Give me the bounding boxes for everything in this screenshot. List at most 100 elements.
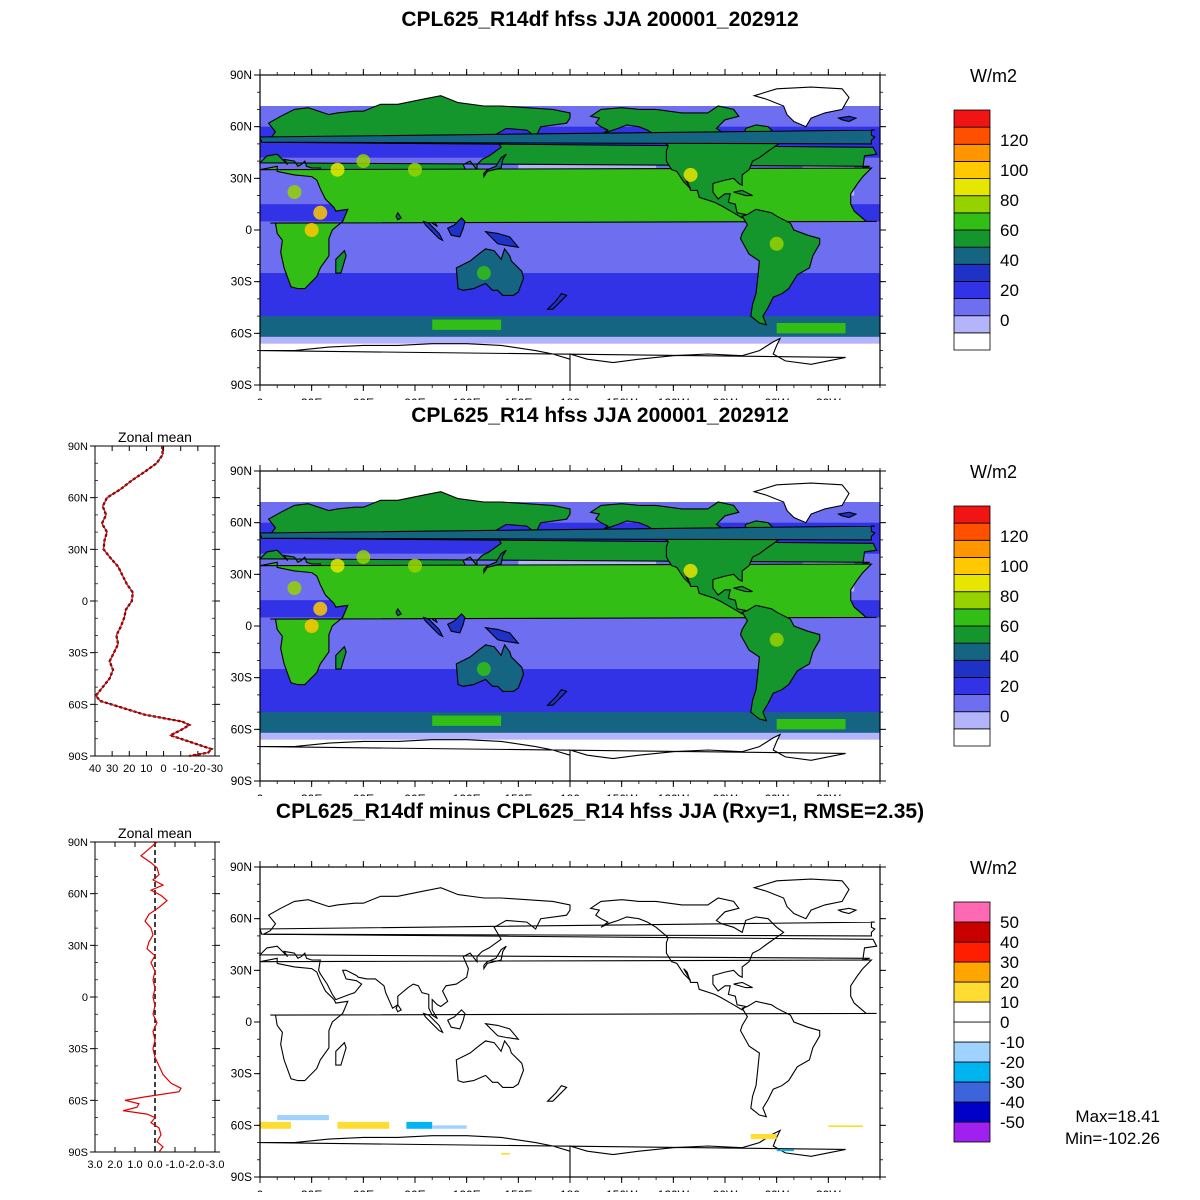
land-nz [546, 689, 568, 706]
land-sumatra [422, 220, 444, 242]
zonal-x-label: 1.0 [127, 1159, 142, 1171]
colorbar-label: 0 [1000, 311, 1009, 330]
colorbar-label: 60 [1000, 617, 1019, 636]
colorbar-label: -30 [1000, 1073, 1025, 1092]
land-southAmerica [739, 604, 821, 722]
heat-hotspot [287, 581, 302, 596]
colorbar-box [953, 901, 991, 923]
zonal-lat-label: 90S [68, 1147, 88, 1159]
lon-label: 60W [764, 792, 789, 796]
colorbar-box [953, 161, 991, 179]
lon-label: 60E [353, 396, 374, 400]
zonal-x-label: 0 [161, 763, 167, 775]
sea-ice-band [260, 732, 880, 740]
lon-label: 30E [301, 396, 322, 400]
colorbar-box [953, 981, 991, 1003]
land-borneo [446, 217, 466, 238]
lon-label: 0 [257, 396, 264, 400]
lon-label: 60E [353, 1188, 374, 1192]
colorbar-label: -10 [1000, 1033, 1025, 1052]
land-iceland [836, 907, 858, 915]
lat-label: 0 [245, 223, 252, 237]
zonal-lat-label: 60N [68, 493, 88, 505]
colorbar-label: 40 [1000, 251, 1019, 270]
colorbar-box [953, 246, 991, 265]
southern-ocean-hot [776, 719, 846, 730]
colorbar-box [953, 126, 991, 145]
colorbar-label: 120 [1000, 131, 1028, 150]
zonal-lat-label: 30S [68, 648, 88, 660]
colorbar-box [953, 961, 991, 983]
colorbar-label: 60 [1000, 221, 1019, 240]
colorbar-label: 30 [1000, 953, 1019, 972]
colorbar-label: -50 [1000, 1113, 1025, 1132]
zonal-mean-title: Zonal mean [118, 825, 192, 841]
zonal-x-label: -20 [190, 763, 206, 775]
lon-label: 180 [560, 792, 580, 796]
land-sriLanka [395, 211, 402, 221]
land-northAmerica [589, 897, 785, 1011]
zonal-lat-label: 60S [68, 699, 88, 711]
land-greenland [752, 878, 850, 920]
lon-label: 60W [764, 1188, 789, 1192]
lon-label: 60W [764, 396, 789, 400]
lat-label: 60S [231, 722, 252, 736]
lat-label: 0 [245, 1015, 252, 1029]
lon-label: 150E [504, 1188, 532, 1192]
lon-label: 150W [606, 396, 638, 400]
colorbar-label: -40 [1000, 1093, 1025, 1112]
land-nz [546, 1085, 568, 1102]
heat-hotspot [356, 550, 371, 565]
anomaly-patch [776, 1149, 794, 1152]
anomaly-patch [432, 1125, 467, 1129]
colorbar-box [953, 109, 991, 128]
bottom-map-panel: 90N 60N 30N 0 30S 60S 90S 0 30E 60E 90E 120E 150E 180… [230, 860, 886, 1192]
lat-label: 90S [231, 378, 252, 392]
land-newGuinea [484, 626, 520, 644]
colorbar-box [953, 1101, 991, 1123]
heat-hotspot [408, 558, 422, 573]
lat-label: 0 [245, 619, 252, 633]
lon-label: 150E [504, 396, 532, 400]
lat-label: 60N [230, 912, 252, 926]
land-britain [259, 921, 876, 937]
lon-label: 150W [606, 1188, 638, 1192]
middle-colorbar: 120 100 80 60 40 20 0 [953, 505, 1028, 747]
land-japan [483, 549, 507, 575]
heat-hotspot [769, 236, 784, 251]
lon-label: 30E [301, 792, 322, 796]
colorbar-box [953, 298, 991, 317]
heat-hotspot [330, 162, 345, 177]
lon-label: 180 [560, 396, 580, 400]
land-sriLanka [395, 1003, 402, 1013]
colorbar-box [953, 1061, 991, 1083]
zonal-x-label: 30 [106, 763, 118, 775]
land-newGuinea [484, 230, 520, 248]
heat-hotspot [313, 205, 328, 220]
lon-label: 30W [816, 792, 841, 796]
land-japan [483, 945, 507, 971]
lat-label: 60S [231, 1118, 252, 1132]
lon-label: 90E [404, 396, 425, 400]
land-antarctica [259, 1129, 846, 1177]
lon-label: 180 [560, 1188, 580, 1192]
colorbar-box [953, 941, 991, 963]
colorbar-box [953, 711, 991, 730]
land-borneo [446, 613, 466, 634]
land-iceland [836, 511, 858, 519]
land-borneo [446, 1009, 466, 1030]
lon-label: 90W [713, 1188, 738, 1192]
colorbar-label: 0 [1000, 707, 1009, 726]
lat-label: 30S [231, 671, 252, 685]
zonal-lat-label: 90N [68, 441, 88, 453]
land-britain [259, 129, 876, 145]
lat-label: 60N [230, 516, 252, 530]
zonal-x-label: 3.0 [87, 1159, 102, 1171]
lon-label: 90W [713, 396, 738, 400]
land-cuba [733, 585, 753, 593]
middle-map-panel: 90N 60N 30N 0 30S 60S 90S 0 30E 60E 90E 120E 150E 180… [230, 464, 886, 796]
anomaly-patch [260, 1121, 291, 1129]
diff-min: Min=-102.26 [1065, 1129, 1160, 1148]
top-panel-title: CPL625_R14df hfss JJA 200001_202912 [401, 8, 799, 31]
